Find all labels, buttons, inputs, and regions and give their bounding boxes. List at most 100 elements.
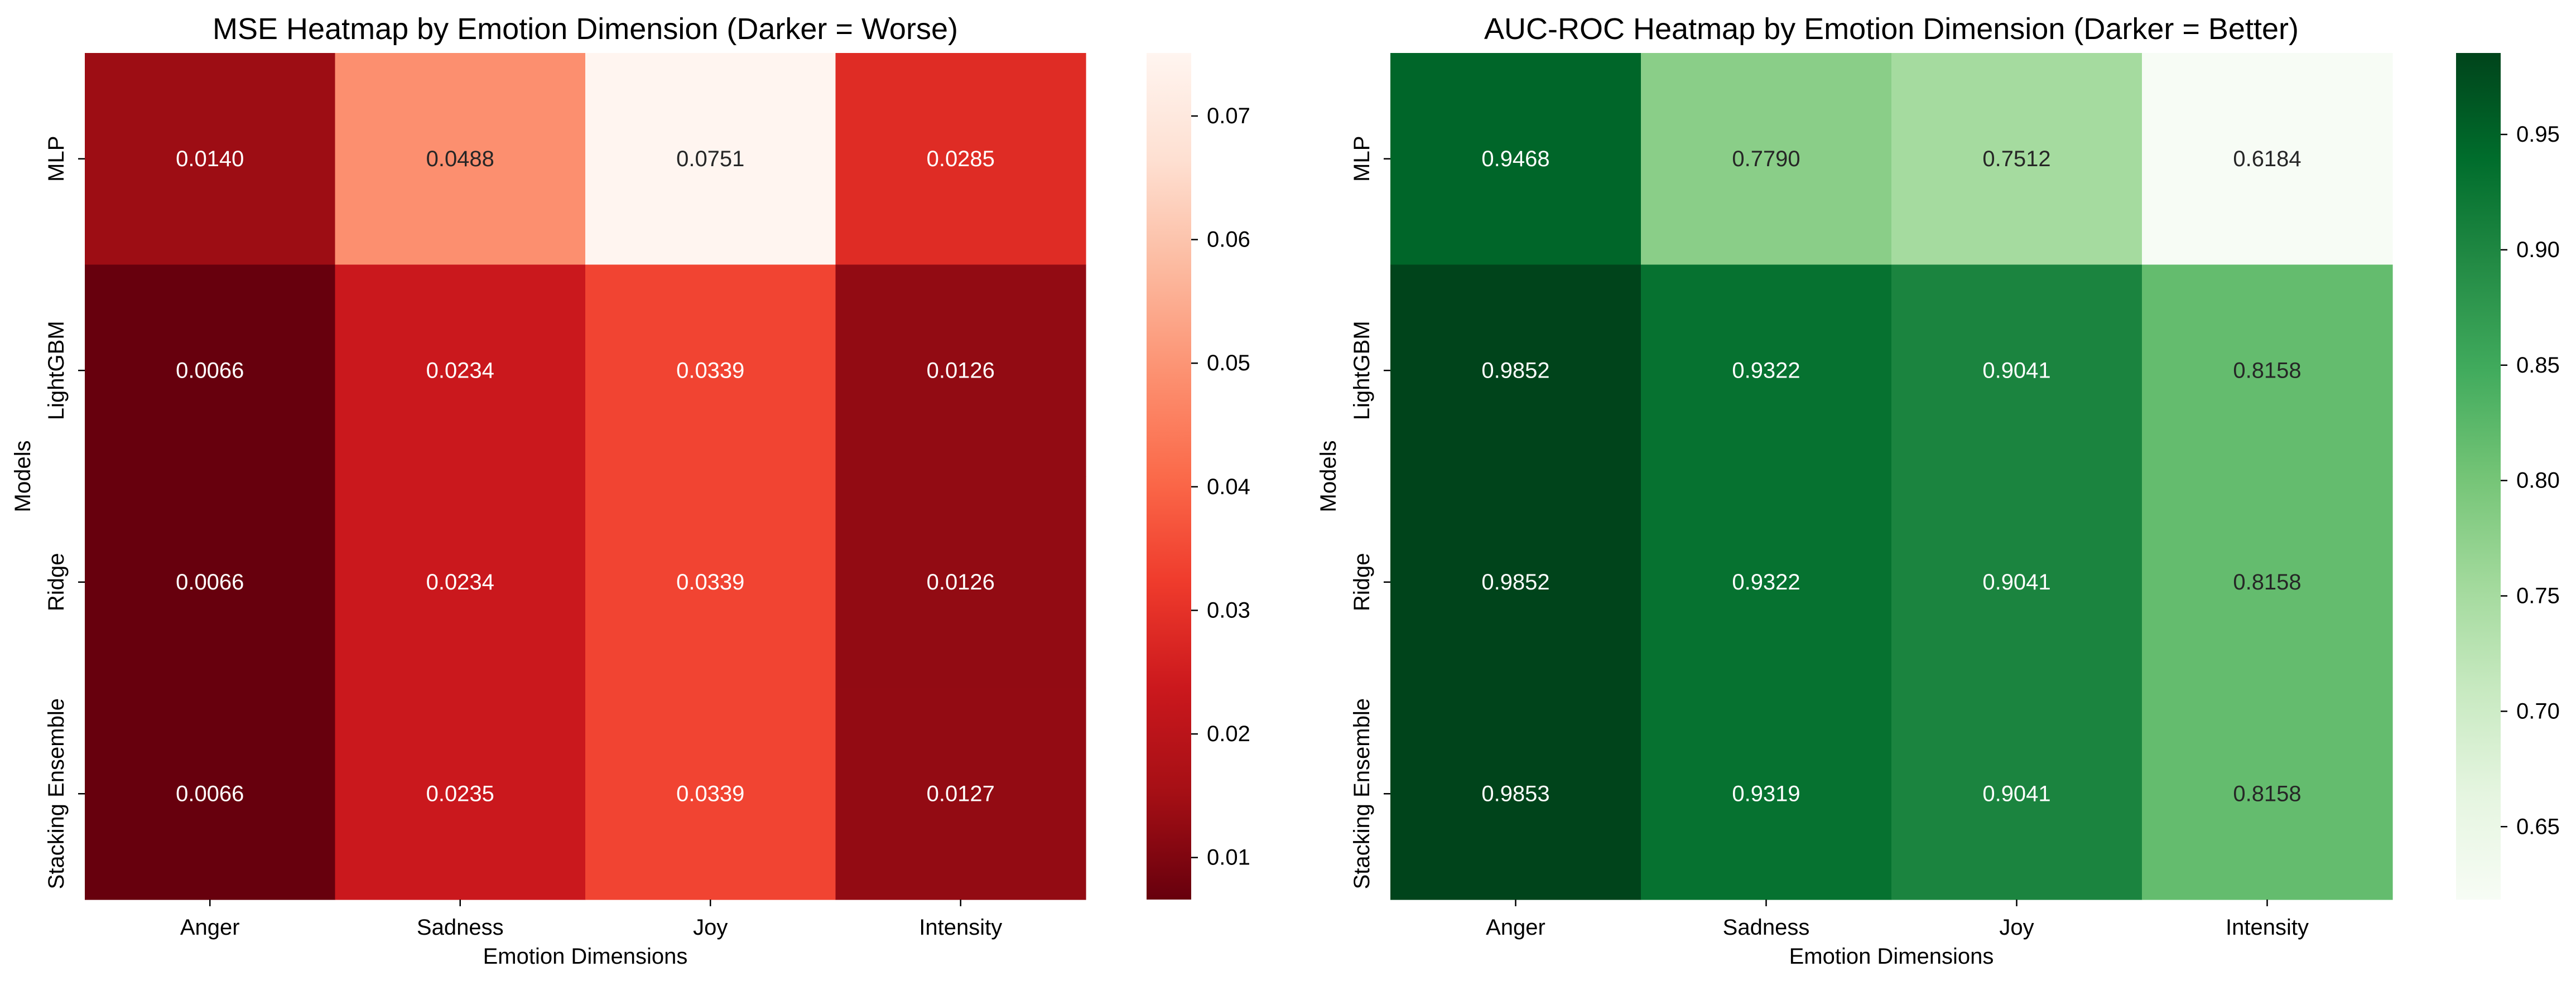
heatmap-cell <box>1390 264 1641 477</box>
cell-value-label: 0.8158 <box>2233 358 2301 383</box>
heatmap-cell <box>2142 264 2393 477</box>
heatmap-cell <box>835 264 1086 477</box>
y-tick-label: Stacking Ensemble <box>44 698 69 889</box>
colorbar-tick-label: 0.65 <box>2516 814 2560 839</box>
y-axis-label: Models <box>11 441 35 513</box>
heatmap-cell <box>335 476 586 689</box>
heatmap-cell <box>1891 53 2142 265</box>
cell-value-label: 0.0140 <box>176 147 244 171</box>
x-axis: Anger Sadness Joy Intensity Emotion Dimensio… <box>180 900 1002 969</box>
colorbar-tick-label: 0.04 <box>1207 475 1250 499</box>
colorbar-tick-label: 0.07 <box>1207 104 1250 128</box>
x-tick-label: Joy <box>693 915 728 940</box>
colorbar-gradient <box>2456 53 2501 900</box>
x-axis-label: Emotion Dimensions <box>1789 944 1994 969</box>
cell-value-label: 0.0339 <box>676 570 744 594</box>
cell-value-label: 0.7790 <box>1732 147 1800 171</box>
cell-value-label: 0.8158 <box>2233 781 2301 806</box>
x-tick-label: Sadness <box>417 915 504 940</box>
cell-value-label: 0.9322 <box>1732 570 1800 594</box>
y-tick-label: MLP <box>1350 136 1374 182</box>
heatmap-cell <box>1641 53 1892 265</box>
heatmap-cell <box>1641 264 1892 477</box>
heatmap-cell <box>835 688 1086 900</box>
cell-value-label: 0.0488 <box>426 147 494 171</box>
cell-value-label: 0.0339 <box>676 781 744 806</box>
heatmap-cell <box>85 264 336 477</box>
heatmap-cell <box>335 264 586 477</box>
heatmap-cell <box>1641 688 1892 900</box>
cell-value-label: 0.0126 <box>927 358 995 383</box>
y-axis-label: Models <box>1316 441 1341 513</box>
heatmap-cell <box>585 688 836 900</box>
heatmap-cell <box>85 53 336 265</box>
colorbar-tick-label: 0.85 <box>2516 353 2560 378</box>
x-tick-label: Anger <box>1486 915 1545 940</box>
panels: 0.0140 0.0488 0.0751 0.0285 0.0066 0.0234 0.03… <box>11 12 2560 969</box>
cell-value-label: 0.0234 <box>426 358 494 383</box>
heatmap-cells: 0.0140 0.0488 0.0751 0.0285 0.0066 0.0234 0.03… <box>85 53 1086 900</box>
y-tick-label: Ridge <box>44 553 69 611</box>
heatmap-cell <box>85 476 336 689</box>
colorbar: 0.65 0.70 0.75 0.80 0.85 0.90 0.95 <box>2456 53 2560 900</box>
chart-title: MSE Heatmap by Emotion Dimension (Darker… <box>213 12 958 46</box>
y-tick-label: MLP <box>44 136 69 182</box>
heatmap-cell <box>335 53 586 265</box>
heatmap-cell <box>1390 476 1641 689</box>
chart-title: AUC-ROC Heatmap by Emotion Dimension (Da… <box>1484 12 2299 46</box>
cell-value-label: 0.7512 <box>1982 147 2050 171</box>
cell-value-label: 0.0066 <box>176 781 244 806</box>
colorbar-tick-label: 0.03 <box>1207 598 1250 622</box>
heatmap-cell <box>585 476 836 689</box>
cell-value-label: 0.0127 <box>927 781 995 806</box>
x-tick-label: Intensity <box>2226 915 2309 940</box>
colorbar-gradient <box>1147 53 1191 900</box>
cell-value-label: 0.0066 <box>176 358 244 383</box>
y-axis: MLP LightGBM Ridge Stacking Ensemble Models <box>11 136 85 889</box>
cell-value-label: 0.6184 <box>2233 147 2301 171</box>
colorbar-tick-label: 0.70 <box>2516 699 2560 723</box>
cell-value-label: 0.0066 <box>176 570 244 594</box>
y-tick-label: Ridge <box>1350 553 1374 611</box>
heatmap-cells: 0.9468 0.7790 0.7512 0.6184 0.9852 0.9322 0.90… <box>1390 53 2393 900</box>
heatmap-panel-1: 0.0140 0.0488 0.0751 0.0285 0.0066 0.0234 0.03… <box>11 12 1250 969</box>
cell-value-label: 0.9319 <box>1732 781 1800 806</box>
cell-value-label: 0.9322 <box>1732 358 1800 383</box>
x-axis: Anger Sadness Joy Intensity Emotion Dimensio… <box>1486 900 2309 969</box>
x-tick-label: Joy <box>1999 915 2034 940</box>
cell-value-label: 0.9852 <box>1481 570 1549 594</box>
y-tick-label: LightGBM <box>1350 321 1374 420</box>
heatmap-cell <box>2142 688 2393 900</box>
heatmap-cell <box>1390 53 1641 265</box>
cell-value-label: 0.0751 <box>676 147 744 171</box>
cell-value-label: 0.9041 <box>1982 781 2050 806</box>
x-tick-label: Intensity <box>919 915 1002 940</box>
x-tick-label: Sadness <box>1723 915 1810 940</box>
heatmap-cell <box>1390 688 1641 900</box>
heatmap-panel-2: 0.9468 0.7790 0.7512 0.6184 0.9852 0.9322 0.90… <box>1316 12 2560 969</box>
colorbar-tick-label: 0.02 <box>1207 722 1250 746</box>
heatmap-cell <box>2142 476 2393 689</box>
heatmap-cell <box>2142 53 2393 265</box>
colorbar-tick-label: 0.95 <box>2516 122 2560 147</box>
heatmap-cell <box>1891 688 2142 900</box>
cell-value-label: 0.9041 <box>1982 358 2050 383</box>
cell-value-label: 0.0234 <box>426 570 494 594</box>
y-axis: MLP LightGBM Ridge Stacking Ensemble Models <box>1316 136 1390 889</box>
x-tick-label: Anger <box>180 915 240 940</box>
cell-value-label: 0.0339 <box>676 358 744 383</box>
y-tick-label: Stacking Ensemble <box>1350 698 1374 889</box>
colorbar-tick-label: 0.75 <box>2516 584 2560 608</box>
colorbar-tick-label: 0.01 <box>1207 845 1250 870</box>
cell-value-label: 0.9041 <box>1982 570 2050 594</box>
cell-value-label: 0.0126 <box>927 570 995 594</box>
heatmap-cell <box>85 688 336 900</box>
colorbar-tick-label: 0.05 <box>1207 351 1250 375</box>
heatmap-cell <box>835 476 1086 689</box>
heatmap-cell <box>1641 476 1892 689</box>
heatmap-cell <box>585 53 836 265</box>
cell-value-label: 0.8158 <box>2233 570 2301 594</box>
heatmap-cell <box>335 688 586 900</box>
colorbar-tick-label: 0.06 <box>1207 228 1250 252</box>
colorbar: 0.01 0.02 0.03 0.04 0.05 0.06 0.07 <box>1147 53 1250 900</box>
